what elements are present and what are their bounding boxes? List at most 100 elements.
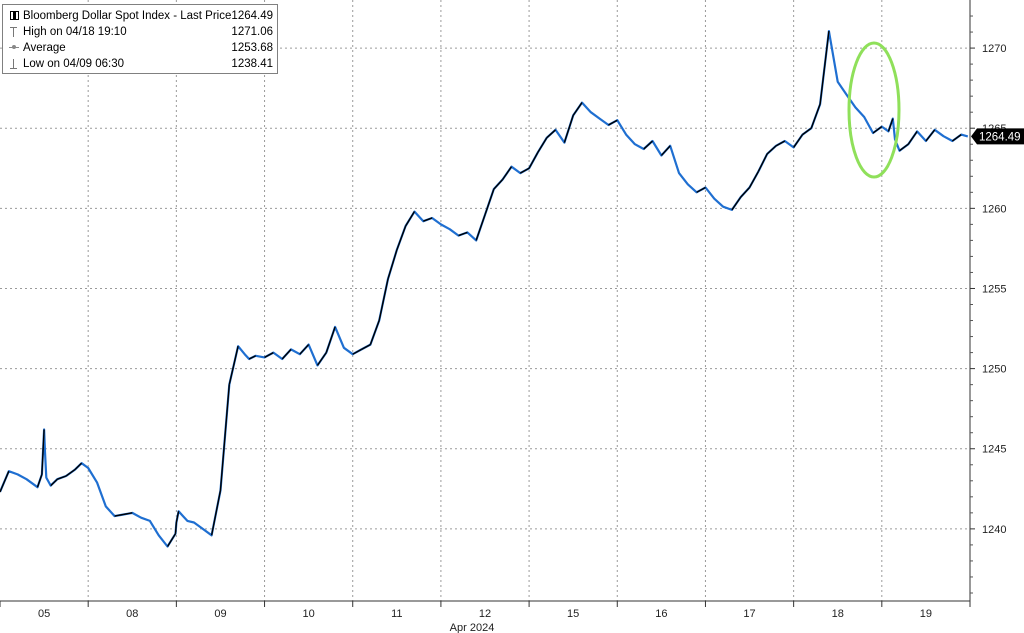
series-segment-up bbox=[740, 187, 751, 198]
series-segment-up bbox=[281, 348, 292, 360]
x-tick-label: 15 bbox=[567, 608, 579, 620]
series-segment-up bbox=[731, 196, 742, 211]
y-tick-label: 1245 bbox=[982, 444, 1006, 456]
series-segment-up bbox=[608, 119, 618, 126]
candlestick-icon bbox=[8, 8, 24, 24]
series-segment-up bbox=[546, 129, 557, 139]
series-segment-up bbox=[36, 474, 43, 488]
y-tick-label: 1250 bbox=[982, 364, 1006, 376]
series-segment-up bbox=[264, 351, 274, 359]
x-tick-label: 18 bbox=[832, 608, 844, 620]
series-segment-up bbox=[899, 143, 909, 152]
series-segment-up bbox=[175, 511, 180, 523]
series-segment-up bbox=[50, 478, 58, 487]
x-tick-label: 17 bbox=[743, 608, 755, 620]
series-segment-up bbox=[210, 490, 222, 536]
series-segment-up bbox=[887, 118, 894, 132]
last-price-tag-bg bbox=[971, 128, 1024, 145]
y-tick-label: 1270 bbox=[982, 43, 1006, 55]
legend-high-value: 1271.06 bbox=[231, 26, 273, 38]
series-segment-up bbox=[528, 151, 539, 169]
x-tick-label: 16 bbox=[655, 608, 667, 620]
series-segment-up bbox=[57, 475, 67, 480]
series-segment-up bbox=[819, 31, 830, 105]
series-segment-up bbox=[41, 429, 45, 475]
series-segment-up bbox=[775, 140, 786, 147]
legend-box: Bloomberg Dollar Spot Index - Last Price… bbox=[2, 4, 278, 74]
series-segment-up bbox=[643, 140, 654, 150]
spike-highlight-circle bbox=[847, 41, 901, 179]
series-segment-up bbox=[248, 355, 257, 360]
legend-low-value: 1238.41 bbox=[231, 58, 273, 70]
x-tick-label: 11 bbox=[391, 608, 402, 620]
series-segment-up bbox=[316, 352, 327, 366]
series-segment-up bbox=[475, 214, 486, 241]
y-tick-label: 1255 bbox=[982, 283, 1006, 295]
series-segment-up bbox=[325, 326, 336, 353]
series-segment-up bbox=[696, 186, 706, 193]
price-series bbox=[0, 30, 969, 548]
series-segment-up bbox=[458, 231, 468, 237]
x-tick-label: 10 bbox=[303, 608, 315, 620]
x-tick-label: 08 bbox=[126, 608, 138, 620]
series-segment-up bbox=[114, 513, 124, 517]
series-segment-up bbox=[361, 343, 371, 350]
series-segment-up bbox=[219, 384, 230, 491]
series-segment-up bbox=[766, 145, 777, 155]
x-tick-label: 05 bbox=[38, 608, 50, 620]
legend-avg-value: 1253.68 bbox=[231, 42, 273, 54]
series-segment-up bbox=[493, 179, 504, 190]
legend-row-high: High on 04/18 19:10 1271.06 bbox=[3, 24, 273, 40]
axes bbox=[0, 0, 971, 602]
series-segment-up bbox=[502, 166, 513, 180]
legend-low-label: Low on 04/09 06:30 bbox=[23, 58, 125, 70]
series-segment-up bbox=[951, 134, 962, 142]
legend-row-last-price: Bloomberg Dollar Spot Index - Last Price… bbox=[3, 8, 273, 24]
legend-avg-label: Average bbox=[23, 42, 66, 54]
legend-high-label: High on 04/18 19:10 bbox=[23, 26, 127, 38]
x-tick-label: 19 bbox=[920, 608, 932, 620]
series-segment-up bbox=[537, 137, 548, 153]
series-segment-up bbox=[396, 225, 407, 251]
series-segment-up bbox=[484, 188, 495, 215]
series-segment-up bbox=[369, 320, 380, 345]
last-price-tag: 1264.49 bbox=[971, 128, 1024, 145]
series-segment-up bbox=[757, 153, 768, 172]
y-tick-label: 1260 bbox=[982, 203, 1006, 215]
high-marker-icon bbox=[8, 24, 24, 40]
series-segment-up bbox=[872, 126, 883, 134]
series-segment-up bbox=[660, 145, 671, 156]
series-segment-up bbox=[74, 462, 83, 471]
x-axis-label: Apr 2024 bbox=[450, 622, 495, 633]
x-tick-label: 12 bbox=[479, 608, 491, 620]
series-segment-up bbox=[519, 167, 530, 174]
series-segment-up bbox=[748, 171, 759, 188]
series-segment-up bbox=[405, 211, 416, 227]
series-segment-up bbox=[572, 102, 583, 116]
x-axis-ticks: 05 08 09 10 11 12 15 16 17 18 19 bbox=[0, 601, 971, 620]
series-segment-up bbox=[166, 533, 177, 547]
legend-row-average: Average 1253.68 bbox=[3, 40, 273, 56]
series-segment-up bbox=[793, 134, 804, 148]
legend-last-value: 1264.49 bbox=[231, 10, 273, 22]
low-marker-icon bbox=[8, 56, 24, 72]
series-segment-up bbox=[423, 217, 433, 222]
series-segment-up bbox=[378, 278, 389, 321]
series-segment-up bbox=[925, 129, 936, 142]
series-segment-up bbox=[123, 512, 133, 516]
legend-title: Bloomberg Dollar Spot Index - Last Price bbox=[23, 10, 232, 22]
legend-row-low: Low on 04/09 06:30 1238.41 bbox=[3, 56, 273, 72]
series-segment-up bbox=[810, 103, 821, 129]
series-segment-up bbox=[563, 115, 574, 143]
horizontal-gridlines bbox=[0, 47, 970, 530]
series-segment-up bbox=[0, 470, 10, 493]
average-marker-icon bbox=[8, 40, 24, 56]
series-segment-up bbox=[802, 127, 812, 136]
series-segment-up bbox=[65, 469, 76, 477]
series-segment-up bbox=[387, 249, 398, 280]
last-price-tag-label: 1264.49 bbox=[979, 131, 1021, 143]
series-segment-up bbox=[352, 348, 362, 355]
y-tick-label: 1240 bbox=[982, 524, 1006, 536]
series-segment-up bbox=[299, 344, 310, 355]
